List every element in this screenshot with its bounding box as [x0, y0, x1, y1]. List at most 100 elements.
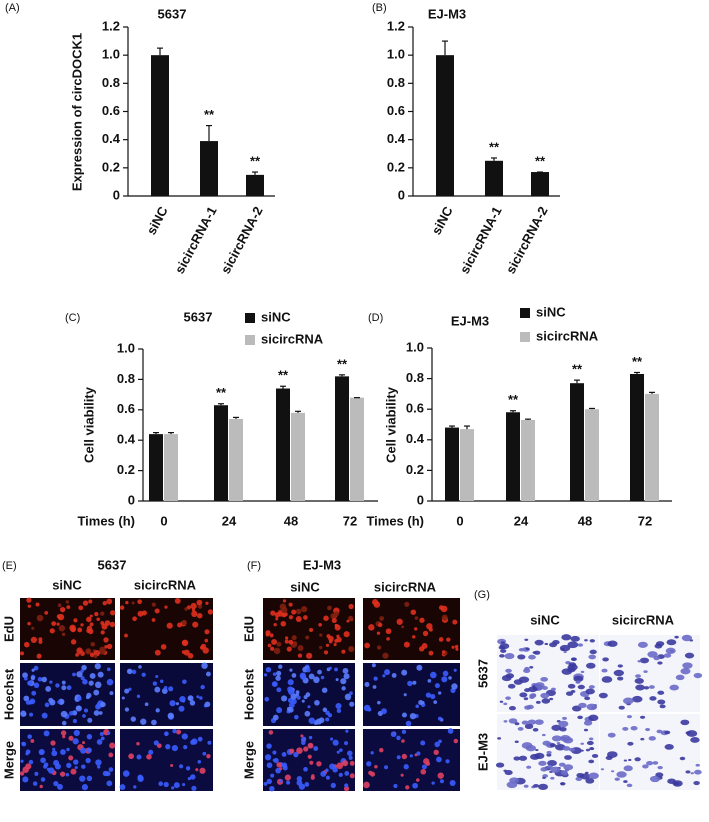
column-label: sicircRNA: [612, 612, 675, 627]
cell: [41, 712, 48, 719]
cell: [540, 676, 548, 682]
cell: [669, 684, 679, 691]
cell: [275, 675, 281, 681]
cell: [100, 701, 106, 708]
cell: [503, 720, 508, 723]
cell: [533, 650, 541, 655]
cell: [648, 685, 655, 689]
cell: [563, 764, 574, 771]
cell: [297, 645, 304, 651]
cell: [451, 645, 455, 649]
significance: **: [572, 362, 583, 377]
cell: [607, 732, 616, 738]
cell: [562, 746, 571, 751]
cell: [524, 723, 534, 729]
cell: [309, 627, 314, 632]
cell: [653, 656, 661, 661]
cell: [416, 778, 420, 782]
cell: [25, 752, 29, 756]
cell: [328, 639, 333, 644]
cell: [36, 614, 44, 622]
cell: [85, 757, 91, 764]
cell: [518, 755, 528, 761]
cell: [628, 758, 632, 762]
bar: [531, 172, 549, 196]
cell: [304, 782, 310, 787]
cell: [131, 669, 137, 675]
cell: [693, 672, 703, 679]
cell: [349, 760, 355, 766]
row-label: 5637: [475, 659, 490, 688]
cell: [445, 759, 450, 764]
cell: [422, 630, 429, 637]
cell: [197, 760, 202, 764]
cell: [288, 702, 295, 709]
cell: [27, 680, 33, 686]
cell: [382, 674, 386, 678]
cell: [108, 752, 114, 758]
cell: [125, 600, 129, 605]
cell: [268, 730, 274, 735]
cell: [164, 732, 168, 736]
cell: [20, 710, 27, 717]
cell: [287, 697, 294, 704]
y-tick-label: 1.0: [102, 47, 120, 62]
cell: [98, 711, 103, 715]
cell: [588, 737, 594, 741]
x-tick-label: 72: [638, 513, 652, 528]
cell: [59, 606, 66, 613]
cell: [420, 768, 427, 775]
cell: [564, 768, 570, 772]
cell: [551, 735, 562, 742]
chart-title: 5637: [158, 6, 187, 21]
cell: [308, 673, 315, 680]
cell: [272, 672, 277, 676]
cell: [551, 724, 562, 731]
cell: [336, 708, 342, 713]
cell: [89, 622, 94, 627]
cell: [643, 670, 648, 673]
cell: [329, 763, 336, 770]
cell: [77, 627, 83, 633]
cell: [276, 762, 282, 768]
cell: [31, 626, 35, 630]
cell: [182, 679, 187, 685]
cell: [437, 716, 442, 721]
cell: [449, 779, 456, 786]
cell: [196, 599, 203, 606]
cell: [318, 622, 322, 627]
cell: [103, 637, 109, 643]
cell: [93, 649, 101, 657]
y-tick-label: 0.2: [117, 462, 135, 477]
cell: [601, 668, 608, 673]
cell: [30, 675, 36, 681]
cell: [401, 729, 407, 735]
cell: [195, 768, 199, 772]
bar: [570, 383, 584, 501]
cell: [440, 605, 448, 613]
cell: [384, 669, 391, 676]
cell: [282, 599, 287, 603]
cell: [308, 735, 313, 740]
cell: [345, 729, 349, 733]
cell: [191, 738, 198, 745]
cell: [567, 641, 579, 649]
cell: [58, 625, 66, 632]
cell: [144, 702, 149, 707]
cell: [368, 624, 375, 631]
cell: [580, 742, 585, 745]
cell: [80, 676, 85, 681]
cell: [540, 692, 550, 699]
cell: [109, 621, 116, 628]
cell: [96, 765, 101, 769]
cell: [197, 612, 203, 619]
cell: [202, 751, 207, 756]
cell: [589, 649, 597, 655]
bar: [445, 427, 459, 501]
cell: [642, 764, 649, 769]
cell: [66, 762, 72, 769]
cell: [521, 720, 529, 725]
panel-label: (B): [372, 2, 387, 14]
x-tick-label: 24: [222, 513, 237, 528]
cell: [281, 613, 287, 618]
